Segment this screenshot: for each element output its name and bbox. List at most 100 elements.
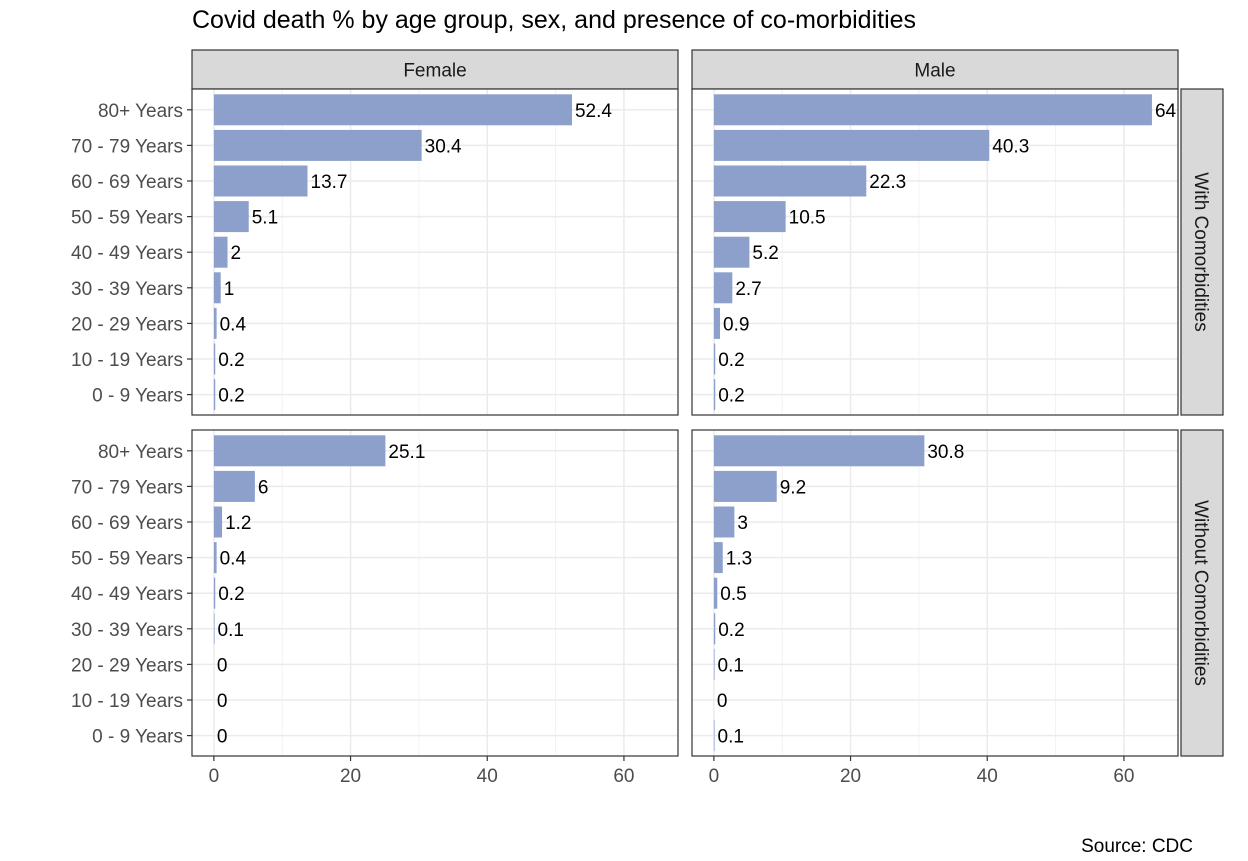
- y-tick-label-80-years: 80+ Years: [98, 442, 183, 463]
- y-tick-label-60-69-years: 60 - 69 Years: [71, 172, 183, 193]
- bar-70-79-years: [213, 470, 255, 502]
- data-label-60-69-years: 1.2: [225, 513, 251, 534]
- data-label-80-years: 25.1: [388, 442, 425, 463]
- bar-30-39-years: [713, 613, 716, 645]
- data-label-30-39-years: 0.2: [718, 620, 744, 641]
- bar-60-69-years: [713, 165, 867, 197]
- bar-40-49-years: [713, 577, 718, 609]
- facet-strip-with-comorbidities: [1180, 88, 1224, 416]
- y-tick-label-80-years: 80+ Years: [98, 101, 183, 122]
- data-label-70-79-years: 6: [258, 477, 269, 498]
- panel-plot-area: 25.1 6 1.2 0.4 0.2 0.1 0 0 0: [192, 430, 678, 756]
- bar-10-19-years: [213, 343, 216, 375]
- data-label-0-9-years: 0.2: [718, 386, 744, 407]
- data-label-80-years: 64: [1155, 101, 1177, 122]
- data-label-10-19-years: 0.2: [718, 350, 744, 371]
- bar-10-19-years: [713, 343, 716, 375]
- data-label-70-79-years: 30.4: [425, 136, 462, 157]
- data-label-40-49-years: 5.2: [752, 243, 778, 264]
- data-label-20-29-years: 0: [217, 655, 228, 676]
- data-label-50-59-years: 5.1: [252, 208, 278, 229]
- panel-plot-area: 52.4 30.4 13.7 5.1 2 1 0.4 0.2 0.2: [192, 89, 678, 415]
- panel-plot-area: 64 40.3 22.3 10.5 5.2 2.7 0.9 0.2 0.2: [692, 89, 1178, 415]
- data-label-80-years: 52.4: [575, 101, 612, 122]
- data-label-80-years: 30.8: [927, 442, 964, 463]
- panel-plot-area: 30.8 9.2 3 1.3 0.5 0.2 0.1 0 0.1: [692, 430, 1178, 756]
- data-label-40-49-years: 0.2: [218, 584, 244, 605]
- bar-80-years: [713, 94, 1152, 126]
- bar-50-59-years: [713, 201, 786, 233]
- y-tick-label-70-79-years: 70 - 79 Years: [71, 136, 183, 157]
- data-label-30-39-years: 1: [224, 279, 235, 300]
- x-tick-label-60: 60: [1113, 766, 1134, 787]
- bar-20-29-years: [713, 648, 715, 680]
- y-tick-label-30-39-years: 30 - 39 Years: [71, 279, 183, 300]
- data-label-10-19-years: 0: [217, 691, 228, 712]
- y-tick-label-10-19-years: 10 - 19 Years: [71, 350, 183, 371]
- bar-70-79-years: [713, 470, 777, 502]
- data-label-50-59-years: 1.3: [726, 549, 752, 570]
- bar-0-9-years: [713, 720, 715, 752]
- data-label-50-59-years: 0.4: [220, 549, 247, 570]
- panel-male-without-comorbidities: 30.8 9.2 3 1.3 0.5 0.2 0.1 0 0.1: [691, 429, 1179, 757]
- y-tick-label-20-29-years: 20 - 29 Years: [71, 655, 183, 676]
- bar-20-29-years: [213, 307, 217, 339]
- bar-30-39-years: [213, 272, 221, 304]
- panel-border: [691, 88, 1179, 416]
- bar-30-39-years: [713, 272, 733, 304]
- panel-male-with-comorbidities: 64 40.3 22.3 10.5 5.2 2.7 0.9 0.2 0.2: [691, 88, 1179, 416]
- bar-30-39-years: [213, 613, 215, 645]
- facet-strip-label-with-comorbidities: With Comorbidities: [1190, 172, 1211, 331]
- panel-border: [691, 429, 1179, 757]
- bar-50-59-years: [213, 201, 249, 233]
- facet-strip-without-comorbidities: [1180, 429, 1224, 757]
- bar-60-69-years: [213, 165, 308, 197]
- y-tick-label-50-59-years: 50 - 59 Years: [71, 549, 183, 570]
- x-tick-label-20: 20: [340, 766, 361, 787]
- y-tick-label-40-49-years: 40 - 49 Years: [71, 584, 183, 605]
- data-label-50-59-years: 10.5: [789, 208, 826, 229]
- bar-60-69-years: [213, 506, 223, 538]
- panel-female-with-comorbidities: 52.4 30.4 13.7 5.1 2 1 0.4 0.2 0.2: [191, 88, 679, 416]
- facet-strip-label-without-comorbidities: Without Comorbidities: [1190, 500, 1211, 686]
- x-tick-label-20: 20: [840, 766, 861, 787]
- data-label-10-19-years: 0.2: [218, 350, 244, 371]
- data-label-30-39-years: 0.1: [218, 620, 244, 641]
- data-label-40-49-years: 2: [231, 243, 242, 264]
- bar-40-49-years: [213, 577, 216, 609]
- y-tick-label-70-79-years: 70 - 79 Years: [71, 477, 183, 498]
- bar-80-years: [213, 435, 386, 467]
- data-label-0-9-years: 0: [217, 727, 228, 748]
- bar-70-79-years: [213, 129, 422, 161]
- y-tick-label-30-39-years: 30 - 39 Years: [71, 620, 183, 641]
- y-tick-label-20-29-years: 20 - 29 Years: [71, 314, 183, 335]
- bar-80-years: [213, 94, 572, 126]
- data-label-20-29-years: 0.4: [220, 314, 247, 335]
- data-label-0-9-years: 0.2: [218, 386, 244, 407]
- y-tick-label-10-19-years: 10 - 19 Years: [71, 691, 183, 712]
- bar-50-59-years: [213, 542, 217, 574]
- facet-strip-label-male: Male: [914, 61, 955, 82]
- data-label-70-79-years: 40.3: [992, 136, 1029, 157]
- bar-50-59-years: [713, 542, 723, 574]
- y-tick-label-50-59-years: 50 - 59 Years: [71, 208, 183, 229]
- bar-80-years: [713, 435, 925, 467]
- x-tick-label-40: 40: [477, 766, 498, 787]
- bar-0-9-years: [213, 379, 216, 411]
- y-tick-label-60-69-years: 60 - 69 Years: [71, 513, 183, 534]
- bar-60-69-years: [713, 506, 735, 538]
- facet-strip-male: [691, 49, 1179, 90]
- y-tick-label-40-49-years: 40 - 49 Years: [71, 243, 183, 264]
- data-label-60-69-years: 22.3: [869, 172, 906, 193]
- facet-strip-female: [191, 49, 679, 90]
- bar-70-79-years: [713, 129, 990, 161]
- bar-40-49-years: [213, 236, 228, 268]
- x-tick-label-60: 60: [613, 766, 634, 787]
- x-tick-label-40: 40: [977, 766, 998, 787]
- chart-caption: Source: CDC: [1081, 836, 1193, 857]
- x-tick-label-0: 0: [709, 766, 720, 787]
- data-label-0-9-years: 0.1: [718, 727, 744, 748]
- data-label-20-29-years: 0.1: [718, 655, 744, 676]
- bar-0-9-years: [713, 379, 716, 411]
